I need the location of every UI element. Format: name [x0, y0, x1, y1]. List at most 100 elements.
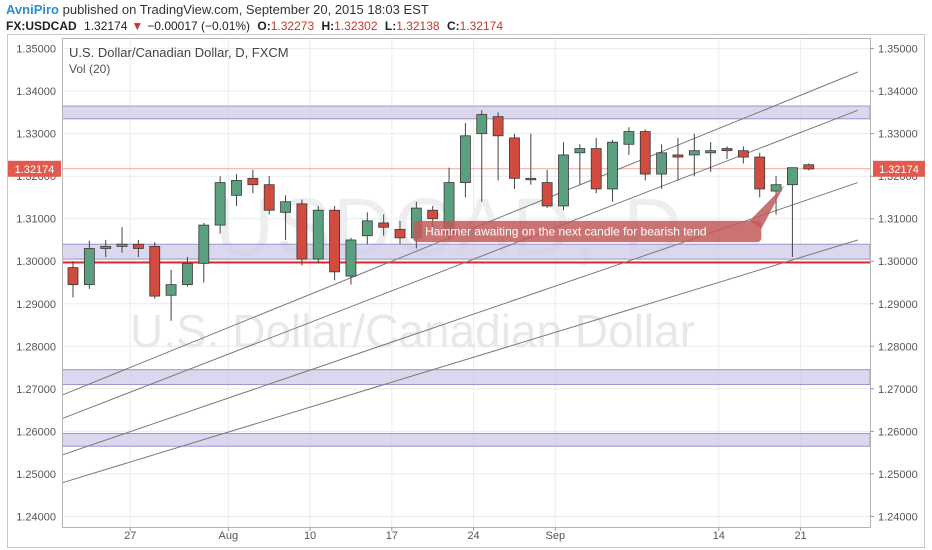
callout-box — [413, 220, 762, 243]
candle — [132, 239, 144, 257]
candle-body — [558, 154, 569, 207]
candle-body — [590, 148, 602, 190]
candle-body — [198, 224, 210, 264]
close-label: C: — [446, 19, 460, 33]
candle-body — [787, 167, 798, 186]
y-tick-right: 1.30000 — [878, 256, 918, 268]
trend-line — [62, 239, 858, 484]
open-label: O: — [257, 19, 271, 33]
candle-body — [656, 152, 667, 175]
candle-body — [345, 239, 357, 277]
callout-text: Hammer awaiting on the next candle for b… — [425, 224, 706, 238]
candle-body — [263, 184, 275, 211]
y-tick-right: 1.25000 — [878, 469, 918, 481]
candle — [361, 212, 373, 245]
candle-body — [476, 114, 488, 135]
candle-body — [231, 180, 242, 196]
candle — [263, 176, 275, 215]
candle-body — [541, 182, 553, 207]
high-value: 1.32302 — [334, 19, 378, 33]
low-value: 1.32138 — [396, 19, 440, 33]
watermark-name: U.S. Dollar/Canadian Dollar — [130, 305, 695, 357]
price-tag-right-text: 1.32174 — [879, 164, 919, 176]
candle — [247, 169, 259, 194]
candle — [558, 142, 569, 211]
candle-body — [770, 184, 782, 192]
candle — [803, 163, 815, 171]
candle — [525, 133, 537, 185]
y-tick-left: 1.33000 — [16, 129, 56, 141]
candle — [296, 199, 308, 266]
close-value: 1.32174 — [459, 19, 503, 33]
y-tick-left: 1.31000 — [16, 214, 56, 226]
down-arrow-icon: ▼ — [131, 19, 144, 33]
candle-body — [214, 182, 226, 226]
candle — [509, 133, 520, 189]
candle — [116, 227, 128, 253]
candle — [574, 144, 586, 185]
candle-body — [525, 177, 537, 181]
outer-frame — [7, 34, 925, 548]
candle-body — [754, 156, 766, 190]
candle — [787, 167, 798, 257]
symbol-header: FX:USDCAD 1.32174 ▼ −0.00017 (−0.01%) O: 1.… — [6, 19, 507, 33]
candle-body — [672, 154, 684, 158]
published-text: published on TradingView.com, September … — [62, 2, 429, 17]
candle — [67, 261, 79, 298]
candle — [639, 129, 651, 181]
candle-body — [459, 135, 471, 183]
candle — [83, 240, 95, 289]
callout-pointer — [749, 185, 785, 229]
author-link[interactable]: AvniPiro — [6, 2, 59, 17]
y-tick-left: 1.30000 — [16, 256, 56, 268]
resistance-zone — [62, 105, 870, 120]
plot-area: USDCAD, DU.S. Dollar/Canadian DollarHamm… — [62, 38, 870, 527]
symbol-label: FX:USDCAD — [6, 19, 77, 33]
candle — [705, 142, 717, 172]
candle — [737, 146, 749, 164]
high-label: H: — [321, 19, 335, 33]
x-tick-label: 21 — [794, 530, 806, 542]
candle-body — [312, 209, 324, 260]
candle — [492, 112, 504, 181]
candle — [754, 152, 766, 198]
candle-body — [803, 164, 815, 170]
candle-body — [67, 267, 79, 286]
price-tag-right — [873, 160, 925, 177]
candle-body — [182, 262, 193, 286]
x-tick-label: 17 — [386, 530, 398, 542]
candle — [672, 137, 684, 181]
y-tick-right: 1.33000 — [878, 129, 918, 141]
resistance-zone — [62, 369, 870, 386]
trend-line — [62, 109, 858, 420]
candle — [721, 146, 733, 160]
candle — [100, 239, 112, 257]
candle-body — [574, 148, 586, 154]
price-change: −0.00017 (−0.01%) — [147, 19, 251, 33]
candle — [329, 205, 341, 281]
candle-body — [280, 201, 291, 213]
y-tick-right: 1.34000 — [878, 86, 918, 98]
candle — [231, 174, 242, 206]
candle — [607, 140, 618, 202]
candle — [182, 256, 193, 287]
y-tick-right: 1.26000 — [878, 426, 918, 438]
y-tick-left: 1.25000 — [16, 469, 56, 481]
y-tick-right: 1.29000 — [878, 299, 918, 311]
candle-body — [639, 131, 651, 175]
y-tick-right: 1.28000 — [878, 341, 918, 353]
candle-body — [737, 150, 749, 158]
x-tick-label: 24 — [467, 530, 479, 542]
candle — [688, 133, 700, 177]
y-tick-right: 1.27000 — [878, 384, 918, 396]
candle-body — [296, 203, 308, 260]
candle-body — [721, 148, 733, 152]
y-tick-left: 1.34000 — [16, 86, 56, 98]
candle — [476, 110, 488, 202]
candle — [623, 127, 635, 155]
candle-body — [247, 177, 259, 186]
volume-indicator-label: Vol (20) — [69, 62, 110, 76]
candle-body — [165, 284, 177, 296]
y-tick-right: 1.35000 — [878, 44, 918, 56]
